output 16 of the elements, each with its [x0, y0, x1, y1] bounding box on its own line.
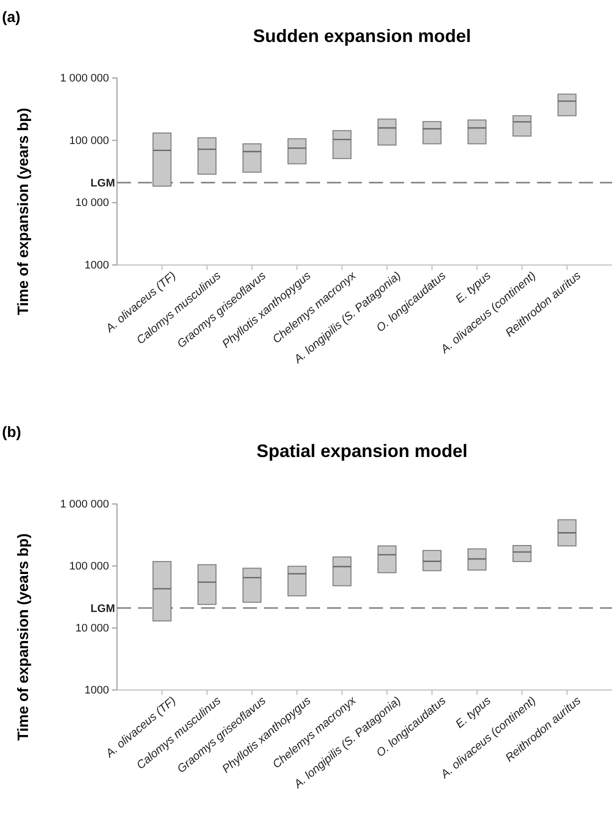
- text: (a): [2, 9, 20, 26]
- text: (b): [2, 424, 22, 441]
- chart-title: Spatial expansion model: [256, 441, 468, 461]
- chart-title: Sudden expansion model: [252, 26, 472, 46]
- y-tick-label: 100 000: [69, 560, 109, 573]
- y-tick-label: 1000: [84, 260, 109, 272]
- y-tick-label: 10 000: [75, 197, 109, 210]
- y-tick-label: 1 000 000: [60, 498, 109, 511]
- ref-line-label: LGM: [90, 177, 115, 190]
- y-tick-label: 100 000: [69, 134, 109, 147]
- y-tick-label: 1 000 000: [60, 72, 109, 85]
- ref-line-label: LGM: [90, 602, 115, 615]
- y-axis-title: Time of expansion (years bp): [15, 533, 32, 741]
- y-axis-title: Time of expansion (years bp): [15, 108, 32, 316]
- y-tick-label: 1000: [84, 684, 109, 697]
- y-tick-label: 10 000: [75, 622, 109, 635]
